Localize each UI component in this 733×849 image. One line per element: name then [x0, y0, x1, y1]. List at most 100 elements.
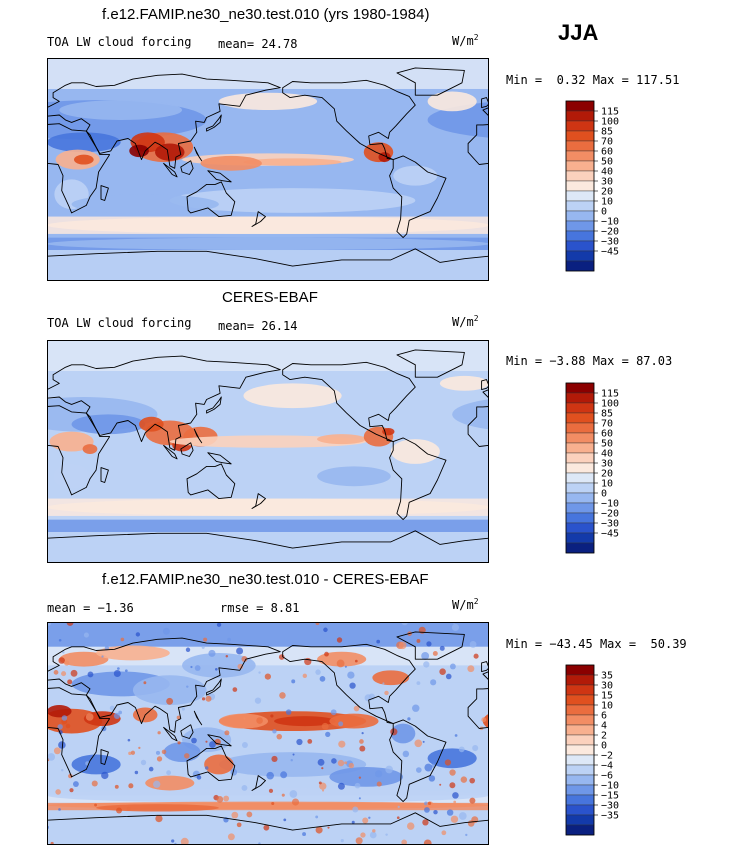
field-speckle — [422, 819, 429, 826]
colorbar-level-label: 70 — [601, 137, 613, 148]
field-speckle — [412, 704, 420, 712]
field-speckle — [402, 750, 410, 758]
coastline-newguinea — [207, 734, 232, 747]
coastline-japan — [206, 678, 222, 696]
field-blob — [218, 713, 268, 729]
colorbar-frame — [565, 100, 595, 272]
field-speckle — [427, 801, 432, 806]
coastline-nz — [251, 211, 266, 227]
field-speckle — [315, 669, 321, 675]
field-speckle — [376, 639, 381, 644]
field-blob — [82, 444, 98, 454]
coastline-africa — [47, 687, 111, 778]
field-speckle — [127, 738, 131, 742]
colorbar-swatch — [565, 674, 595, 686]
coastline-africa — [47, 405, 111, 496]
field-band — [47, 250, 489, 281]
field-speckle — [236, 647, 244, 655]
field-speckle — [208, 649, 216, 657]
field-speckle — [191, 737, 197, 744]
colorbar-frame — [565, 382, 595, 554]
field-speckle — [61, 671, 67, 677]
field-speckle — [319, 676, 326, 682]
colorbar-level-label: −2 — [601, 751, 613, 762]
field-speckle — [416, 681, 421, 686]
field-blob — [317, 466, 391, 487]
colorbar-level-label: 10 — [601, 701, 613, 712]
field-speckle — [330, 709, 337, 716]
coastline-madagascar — [100, 185, 109, 201]
field-speckle — [348, 762, 355, 769]
field-speckle — [351, 820, 355, 824]
colorbar-level-label: 100 — [601, 399, 619, 410]
field-speckle — [231, 811, 239, 819]
field-band — [47, 622, 489, 647]
coastline-australia — [186, 463, 236, 500]
field-speckle — [264, 673, 271, 680]
field-speckle — [196, 775, 202, 780]
field-speckle — [128, 751, 132, 756]
colorbar-level-label: 15 — [601, 691, 613, 702]
field-blob — [145, 775, 195, 791]
field-speckle — [270, 714, 274, 718]
field-speckle — [458, 746, 465, 753]
field-speckle — [424, 763, 433, 772]
field-blob — [59, 651, 109, 667]
field-speckle — [55, 789, 61, 795]
coastline-greenland — [396, 631, 465, 660]
field-speckle — [126, 806, 131, 811]
colorbar-level-label: 60 — [601, 147, 613, 158]
field-speckle — [140, 759, 147, 766]
coastline-africa-wrap — [467, 124, 489, 165]
coastline-newguinea — [207, 170, 232, 183]
colorbar-level-label: 10 — [601, 197, 613, 208]
field-speckle — [157, 731, 161, 735]
colorbar-level-label: −30 — [601, 801, 619, 812]
field-speckle — [481, 717, 487, 723]
field-speckle — [118, 710, 123, 715]
coastline-madagascar — [100, 749, 109, 765]
field-blob — [393, 165, 438, 186]
field-speckle — [156, 756, 163, 762]
field-speckle — [302, 673, 307, 679]
field-speckle — [194, 665, 201, 671]
coastline-antarctica — [47, 812, 489, 845]
coastline-nz — [251, 775, 266, 791]
field-speckle — [360, 832, 366, 838]
colorbar-level-label: −45 — [601, 247, 619, 258]
field-blob — [390, 439, 440, 464]
field-speckle — [458, 812, 467, 820]
field-speckle — [72, 781, 79, 787]
colorbar-level-label: −6 — [601, 771, 613, 782]
field-speckle — [319, 782, 327, 790]
field-speckle — [344, 665, 347, 668]
colorbar-level-label: 85 — [601, 127, 613, 138]
field-speckle — [236, 822, 242, 828]
field-speckle — [114, 784, 119, 789]
field-speckle — [422, 740, 425, 743]
field-speckle — [307, 738, 313, 744]
field-speckle — [317, 758, 325, 766]
field-blob — [243, 158, 342, 166]
field-speckle — [433, 809, 438, 815]
colorbar-swatch — [565, 452, 595, 464]
colorbar-swatch — [565, 794, 595, 806]
field-speckle — [322, 789, 325, 792]
coastline-uk — [481, 379, 489, 391]
field-speckle — [423, 661, 430, 668]
field-blob — [47, 788, 489, 803]
field-speckle — [454, 734, 458, 737]
map-frame — [47, 622, 489, 845]
field-speckle — [375, 770, 383, 778]
colorbar-swatch — [565, 110, 595, 122]
colorbar-swatch — [565, 764, 595, 776]
field-speckle — [215, 667, 218, 671]
colorbar-swatch — [565, 824, 595, 836]
field-speckle — [232, 687, 238, 692]
field-speckle — [276, 733, 283, 740]
colorbar-level-label: −20 — [601, 227, 619, 238]
panel3-mean: mean = −1.36 — [47, 601, 134, 615]
coastline-greenland — [396, 349, 465, 378]
field-blob — [427, 748, 477, 769]
field-speckle — [254, 697, 262, 704]
